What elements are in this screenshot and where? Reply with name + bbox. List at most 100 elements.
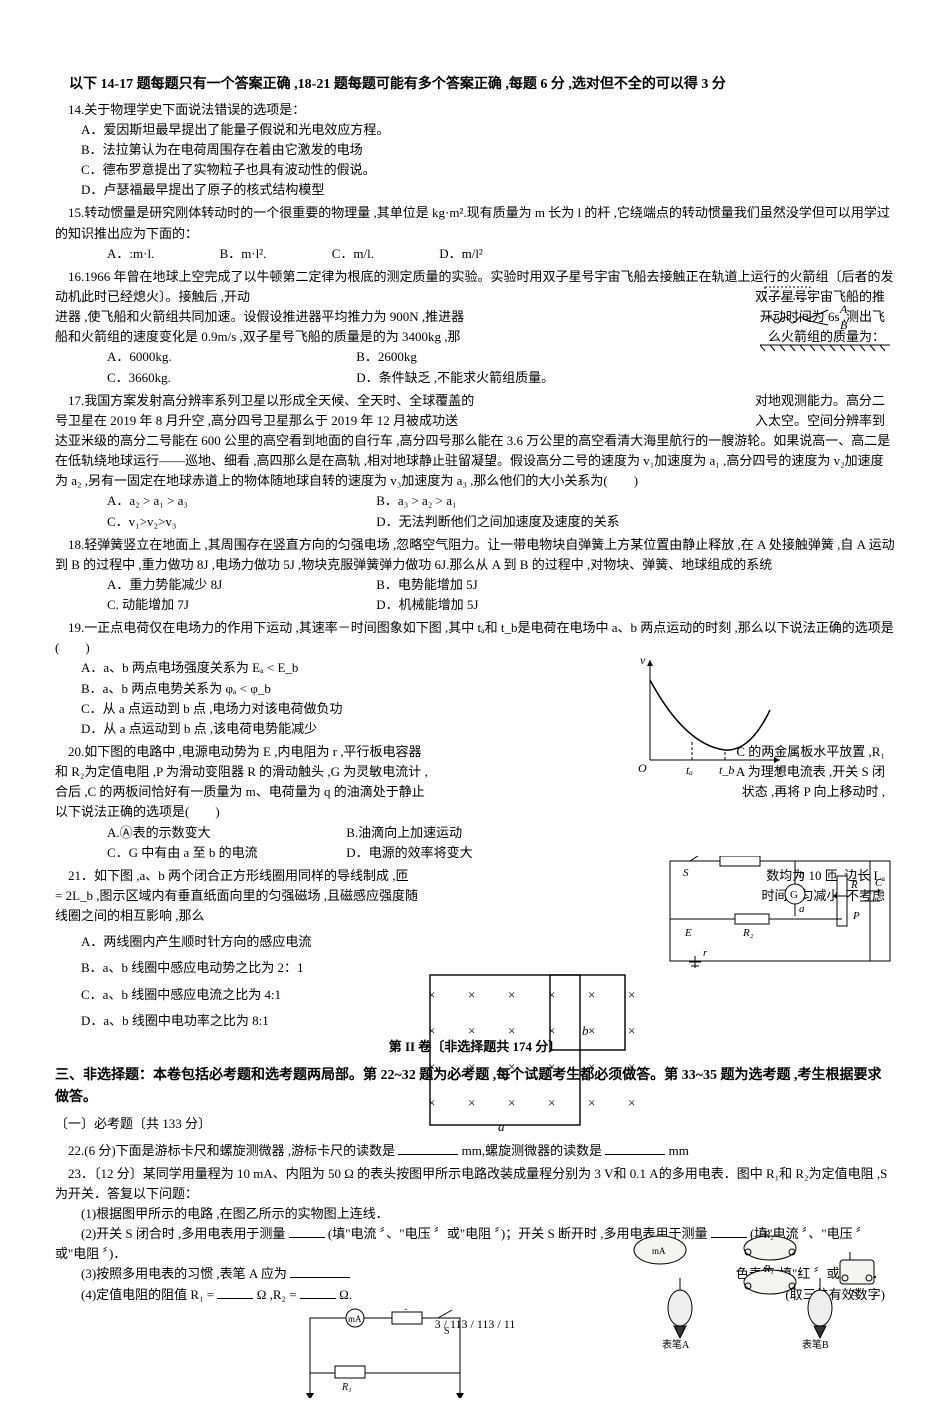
q14-opt-d: D．卢瑟福最早提出了原子的核式结构模型 (55, 180, 895, 200)
svg-text:R₁: R₁ (341, 1382, 352, 1393)
svg-text:S: S (852, 1288, 858, 1299)
q18-stem: 18.轻弹簧竖立在地面上 ,其周围存在竖直方向的匀强电场 ,忽略空气阻力。让一带… (55, 535, 895, 575)
svg-text:表笔A: 表笔A (662, 1338, 690, 1350)
q15-opts: A．:m·l. B．m·l². C．m/l. D．m/l² (55, 244, 895, 264)
svg-text:×: × (428, 1095, 435, 1110)
svg-text:×: × (588, 1095, 595, 1110)
q21-p2: = 2L_b ,图示区域内有垂直纸面向里的匀强磁场 ,且磁感应强度随 (55, 888, 418, 903)
q16-opt-d: D．条件缺乏 ,不能求火箭组质量。 (330, 368, 554, 388)
svg-text:R₂: R₂ (742, 927, 754, 939)
q16-p3: 船和火箭组的速度变化是 0.9m/s ,双子星号飞船的质量是的为 3400kg … (55, 329, 461, 344)
q20-opt-a: A.Ⓐ表的示数变大 (81, 823, 281, 843)
q20-p1: 20.如下图的电路中 ,电源电动势为 E ,内电阻为 r ,平行板电容器 (68, 744, 422, 759)
svg-text:×: × (508, 1023, 515, 1038)
svg-text:t: t (778, 763, 782, 777)
q15-opt-d: D．m/l² (413, 244, 483, 264)
svg-text:b: b (799, 869, 805, 881)
q22: 22.(6 分)下面是游标卡尺和螺旋测微器 ,游标卡尺的读数是 mm,螺旋测微器… (55, 1141, 895, 1161)
q16-opts-cd: C．3660kg. D．条件缺乏 ,不能求火箭组质量。 (55, 368, 895, 388)
svg-text:×: × (628, 1059, 635, 1074)
figure-q20: R₁ S G b a R P C R₂ E r (665, 856, 895, 971)
svg-text:C: C (875, 877, 883, 889)
svg-text:×: × (428, 987, 435, 1002)
q20-r3: 状态 ,再将 P 向上移动时 , (742, 782, 885, 802)
q15-stem: 15.转动惯量是研究刚体转动时的一个很重要的物理量 ,其单位是 kg·m².现有… (55, 203, 895, 243)
svg-text:×: × (588, 1023, 595, 1038)
q15-opt-b: B．m·l². (194, 244, 267, 264)
svg-text:mA: mA (652, 1246, 666, 1256)
svg-text:a: a (799, 903, 805, 915)
q18-opts-ab: A．重力势能减少 8J B．电势能增加 5J (55, 575, 895, 595)
q23-p4b: Ω ,R₂ = (257, 1287, 300, 1302)
figure-q23-jia: mA R₂ S R₁ 表笔A 表笔B (300, 1308, 480, 1398)
q20-line3: 合后 ,C 的两板间恰好有一质量为 m、电荷量为 q 的油滴处于静止 状态 ,再… (55, 782, 895, 802)
svg-text:×: × (548, 1095, 555, 1110)
svg-text:G: G (790, 889, 798, 901)
figure-q19: v O tₐ t_b t (630, 650, 790, 780)
q20-opt-b: B.油滴向上加速运动 (320, 823, 462, 843)
svg-text:×: × (468, 1059, 475, 1074)
q23-stem: 23．〔12 分〕某同学用量程为 10 mA、内阻为 50 Ω 的表头按图甲所示… (55, 1164, 895, 1204)
svg-text:S: S (444, 1326, 450, 1337)
svg-text:P: P (852, 910, 860, 922)
q17: 17.我国方案发射高分辨率系列卫星以形成全天候、全天时、全球覆盖的 对地观测能力… (55, 391, 895, 532)
q20-opt-c: C．G 中有由 a 至 b 的电流 (81, 843, 281, 863)
q16-opt-b: B．2600kg (330, 347, 417, 367)
svg-text:E: E (684, 927, 692, 939)
q15-opt-a: A．:m·l. (81, 244, 154, 264)
svg-text:×: × (628, 1095, 635, 1110)
q17-opt-b: B．a₃ > a₂ > a₁ (350, 491, 456, 511)
svg-text:×: × (628, 1023, 635, 1038)
q15: 15.转动惯量是研究刚体转动时的一个很重要的物理量 ,其单位是 kg·m².现有… (55, 203, 895, 263)
q17-opts-cd: C．v₁>v₂>v₃ D．无法判断他们之间加速度及速度的关系 (55, 512, 895, 532)
q17-opt-c: C．v₁>v₂>v₃ (81, 512, 311, 532)
svg-text:R₂: R₂ (397, 1308, 408, 1311)
svg-text:t_b: t_b (719, 763, 734, 777)
q22-stem: 22.(6 分)下面是游标卡尺和螺旋测微器 ,游标卡尺的读数是 mm,螺旋测微器… (55, 1141, 895, 1161)
q18-opt-c: C. 动能增加 7J (81, 595, 311, 615)
svg-text:v: v (640, 653, 646, 667)
svg-text:B: B (840, 318, 848, 332)
q18-opt-d: D．机械能增加 5J (350, 595, 478, 615)
q23-p3a: (3)按照多用电表的习惯 ,表笔 A 应为 (81, 1266, 287, 1281)
q21-p1: 21．如下图 ,a、b 两个闭合正方形线圈用同样的导线制成 ,匝 (68, 868, 409, 883)
svg-text:×: × (548, 1023, 555, 1038)
q17-line2: 号卫星在 2019 年 8 月升空 ,高分四号卫星那么于 2019 年 12 月… (55, 411, 895, 431)
q22-blank1[interactable] (398, 1142, 458, 1155)
q17-opt-a: A．a₂ > a₁ > a₃ (81, 491, 311, 511)
q20-p2: 和 R₂为定值电阻 ,P 为滑动变阻器 R 的滑动触头 ,G 为灵敏电流计 , (55, 764, 428, 779)
q17-p2: 号卫星在 2019 年 8 月升空 ,高分四号卫星那么于 2019 年 12 月… (55, 413, 458, 428)
q17-r1: 对地观测能力。高分二 (742, 391, 885, 411)
q17-p3: 达亚米级的高分二号能在 600 公里的高空看到地面的自行车 ,高分四号那么能在 … (55, 431, 895, 491)
q23-blank-r1[interactable] (217, 1286, 253, 1299)
q18-opt-a: A．重力势能减少 8J (81, 575, 311, 595)
svg-text:×: × (548, 1059, 555, 1074)
figure-q16: A B (760, 285, 890, 355)
svg-text:×: × (428, 1023, 435, 1038)
svg-text:×: × (428, 1059, 435, 1074)
svg-text:×: × (588, 1059, 595, 1074)
q18-opt-b: B．电势能增加 5J (350, 575, 477, 595)
svg-text:R₂: R₂ (763, 1230, 774, 1241)
svg-text:×: × (468, 1095, 475, 1110)
q23-blank-r2[interactable] (300, 1286, 336, 1299)
svg-text:tₐ: tₐ (686, 763, 693, 777)
q23-p4c: Ω. (339, 1287, 352, 1302)
svg-text:×: × (508, 1095, 515, 1110)
svg-text:×: × (468, 987, 475, 1002)
figure-q23-yi: mA R₂ R₁ S 表笔A 表笔B (620, 1230, 890, 1350)
q16-opt-c: C．3660kg. (81, 368, 291, 388)
q14-opt-c: C．德布罗意提出了实物粒子也具有波动性的假说。 (55, 160, 895, 180)
q22-c: mm (669, 1143, 689, 1158)
q23-blank-color[interactable] (290, 1265, 350, 1278)
svg-text:S: S (683, 867, 689, 879)
q20-opt-d: D．电源的效率将变大 (320, 843, 472, 863)
q23-blank-s1[interactable] (289, 1225, 325, 1238)
svg-text:A: A (839, 302, 848, 316)
svg-text:R₁: R₁ (731, 856, 743, 857)
q14-opt-b: B．法拉第认为在电荷周围存在着由它激发的电场 (55, 140, 895, 160)
q22-blank2[interactable] (605, 1142, 665, 1155)
svg-text:O: O (638, 761, 647, 775)
svg-text:表笔B: 表笔B (802, 1338, 829, 1350)
q17-opts-ab: A．a₂ > a₁ > a₃ B．a₃ > a₂ > a₁ (55, 491, 895, 511)
